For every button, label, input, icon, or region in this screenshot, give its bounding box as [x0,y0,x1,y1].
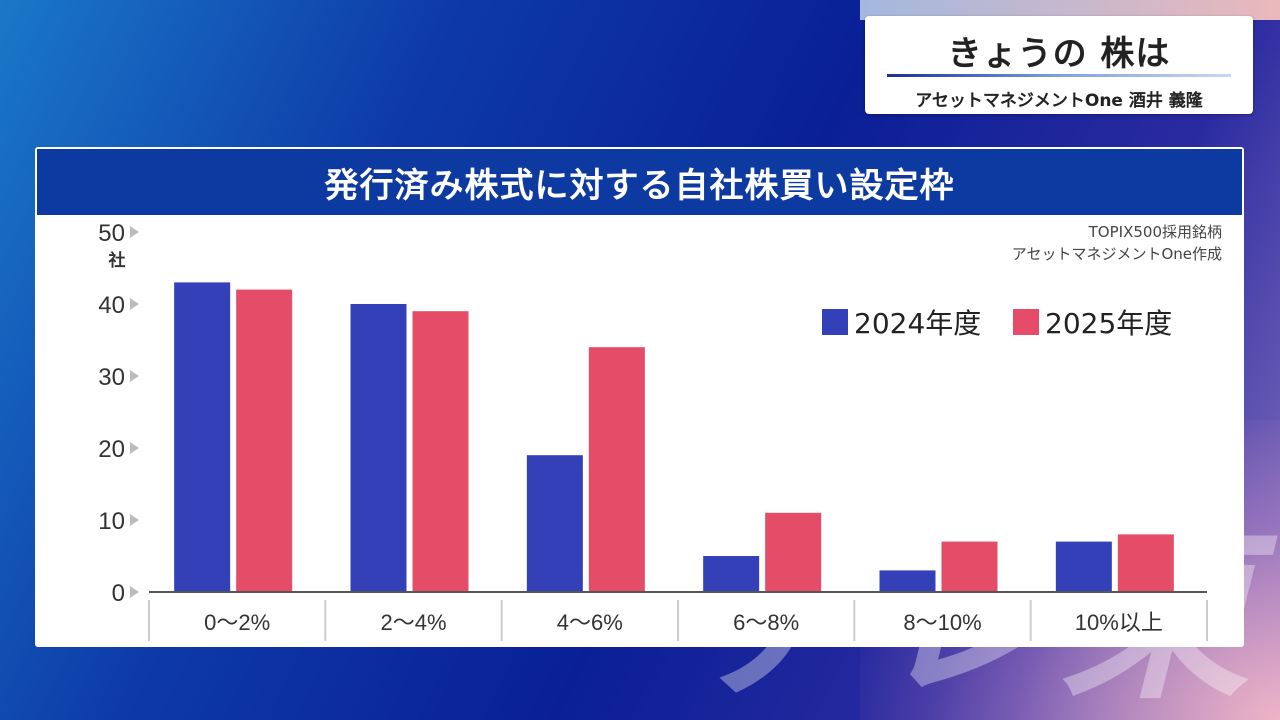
chart-panel: 発行済み株式に対する自社株買い設定枠 0 10 20 30 40 50 社 0〜2% 2〜4% 4… [35,147,1244,647]
x-tick-label: 8〜10% [903,610,981,635]
bar [174,282,231,592]
source-note: TOPIX500採用銘柄 アセットマネジメントOne作成 [1012,221,1222,265]
source-line-1: TOPIX500採用銘柄 [1088,223,1222,241]
y-axis-unit: 社 [108,250,126,271]
y-tick-marker [130,442,139,454]
program-caption: きょうの 株は アセットマネジメントOne 酒井 義隆 [865,16,1253,114]
bar [941,541,998,592]
bar [765,512,822,592]
bar [1055,541,1112,592]
y-tick-label: 30 [98,364,125,391]
y-tick-marker [130,370,139,382]
bar [588,347,645,592]
y-tick-label: 20 [98,436,125,463]
bar [526,455,583,592]
top-accent-strip [860,0,1280,20]
bar-chart: 0 10 20 30 40 50 社 0〜2% 2〜4% 4〜6% 6〜8% 8〜10% 10%以上 20… [98,220,1208,641]
x-tick-label: 10%以上 [1075,610,1163,635]
bar [1117,534,1174,592]
y-tick-label: 10 [98,508,125,535]
caption-divider [887,74,1231,77]
caption-subtitle: アセットマネジメントOne 酒井 義隆 [915,91,1203,111]
source-line-2: アセットマネジメントOne作成 [1011,245,1222,263]
x-tick-label: 4〜6% [557,610,623,635]
bar [879,570,936,592]
legend-swatch [1013,309,1039,335]
y-tick-marker [130,586,139,598]
y-tick-marker [130,298,139,310]
bar [350,304,407,592]
bar [703,556,760,592]
x-tick-label: 6〜8% [733,610,799,635]
legend-swatch [822,309,848,335]
chart-header: 発行済み株式に対する自社株買い設定枠 [37,149,1242,215]
y-tick-label: 0 [112,580,125,607]
bar [412,311,469,592]
y-tick-marker [130,226,139,238]
x-tick-label: 0〜2% [204,610,270,635]
chart-title: 発行済み株式に対する自社株買い設定枠 [324,165,955,206]
legend-label: 2025年度 [1045,307,1172,340]
x-tick-label: 2〜4% [380,610,446,635]
legend-label: 2024年度 [854,307,981,340]
y-tick-marker [130,514,139,526]
y-tick-label: 50 [98,220,125,247]
y-tick-label: 40 [98,292,125,319]
bar [236,289,293,592]
caption-title: きょうの 株は [947,34,1171,74]
